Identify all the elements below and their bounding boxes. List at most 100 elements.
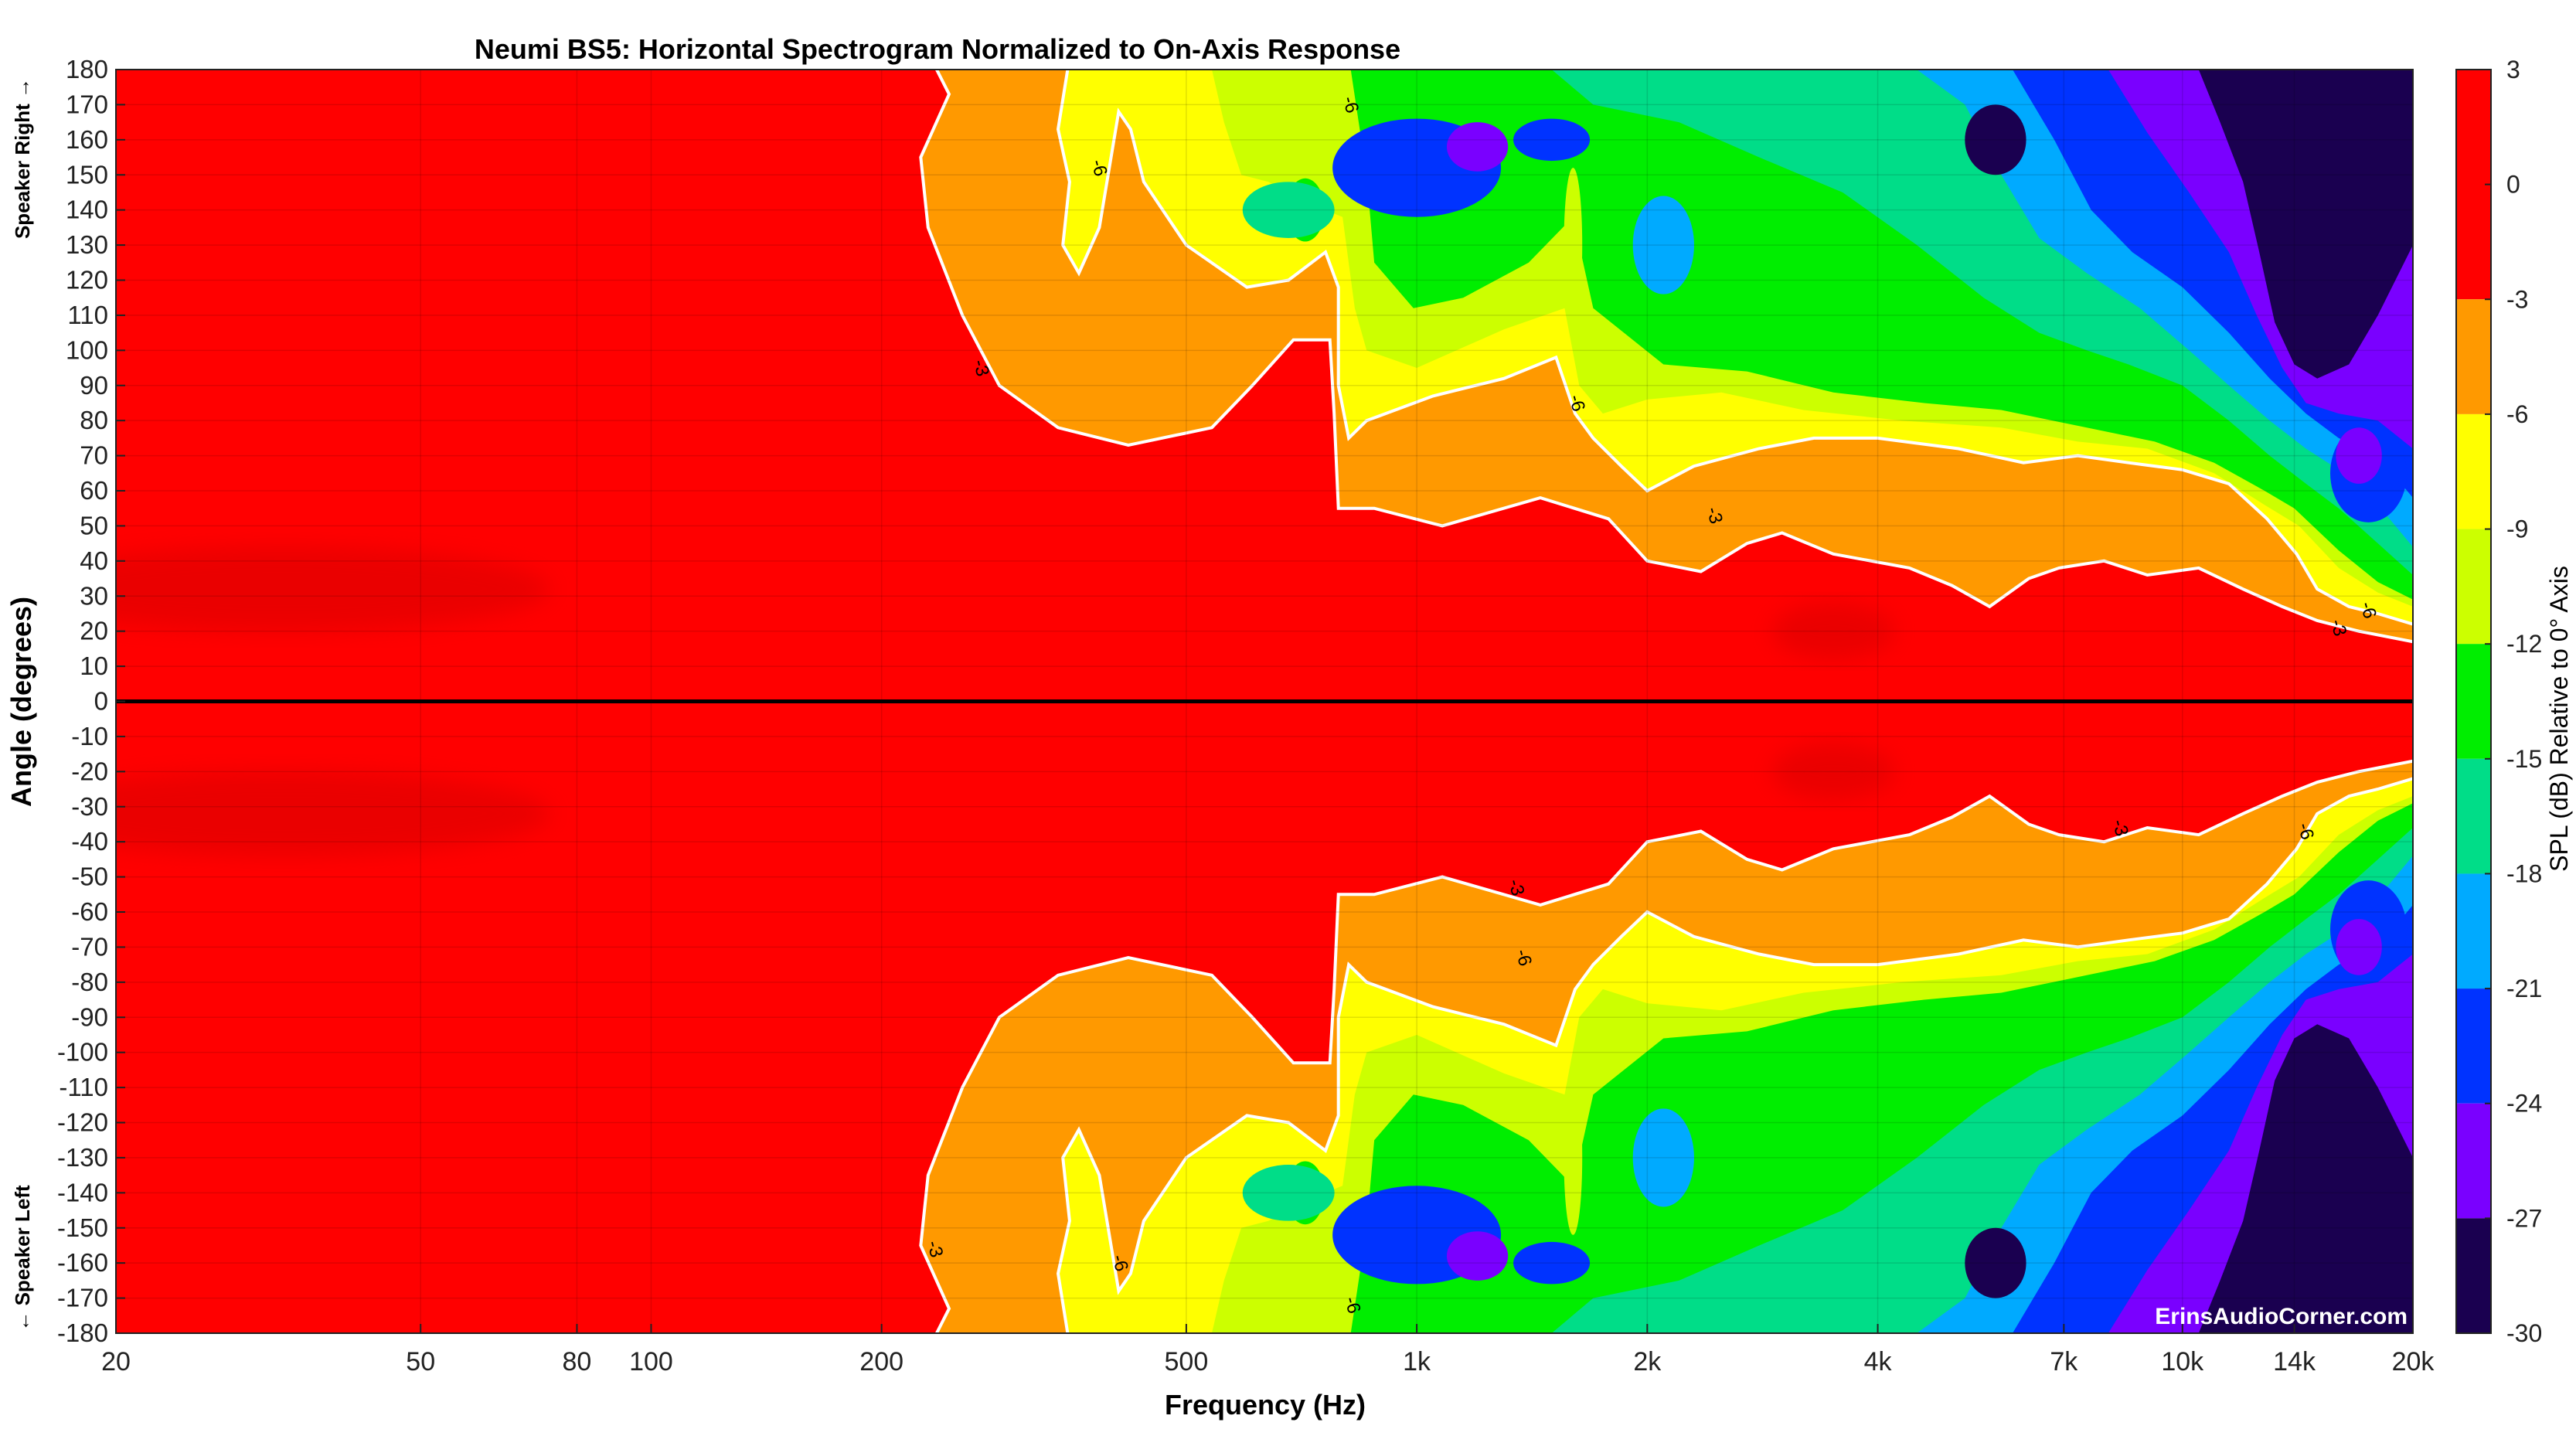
contour-line-3-left bbox=[919, 759, 2413, 1333]
x-tick-label: 10k bbox=[2161, 1347, 2204, 1376]
y-tick-label: -50 bbox=[71, 863, 108, 891]
band-blob-19 bbox=[2336, 919, 2382, 975]
x-tick-label: 500 bbox=[1165, 1347, 1209, 1376]
y-tick-label: 30 bbox=[80, 581, 108, 610]
x-tick-label: 200 bbox=[859, 1347, 903, 1376]
y-tick-label: 20 bbox=[80, 617, 108, 645]
band-blob-6 bbox=[1446, 122, 1509, 172]
band-blob-8 bbox=[1513, 118, 1591, 162]
colorbar-segment-7 bbox=[2456, 989, 2491, 1104]
y-tick-label: -150 bbox=[57, 1213, 108, 1242]
y-tick-label: 100 bbox=[66, 335, 108, 364]
colorbar-segment-4 bbox=[2456, 644, 2491, 759]
y-tick-label: 150 bbox=[66, 160, 108, 189]
y-tick-label: -170 bbox=[57, 1284, 108, 1312]
x-tick-label: 2k bbox=[1633, 1347, 1662, 1376]
y-tick-label: -160 bbox=[57, 1248, 108, 1277]
colorbar-label: SPL (dB) Relative to 0° Axis bbox=[2545, 566, 2573, 872]
contour-line-3-right bbox=[919, 70, 2413, 644]
band-blob-15 bbox=[1965, 1227, 2026, 1298]
band-blob-13 bbox=[1564, 1080, 1583, 1235]
colorbar-frame bbox=[2455, 69, 2492, 1334]
contour-line-6-right bbox=[1056, 70, 2413, 626]
axes: 1801701601501401301201101009080706050403… bbox=[57, 55, 2435, 1376]
y-tick-label: -30 bbox=[71, 792, 108, 821]
x-tick-label: 100 bbox=[629, 1347, 673, 1376]
colorbar-segment-6 bbox=[2456, 873, 2491, 989]
hot-spot-3 bbox=[1771, 744, 1895, 800]
band-blob-11 bbox=[1632, 1108, 1694, 1207]
y-tick-label: -110 bbox=[59, 1073, 108, 1101]
y-tick-label: -60 bbox=[71, 897, 108, 926]
colorbar-tick-label: -3 bbox=[2506, 285, 2528, 313]
y-tick-label: -20 bbox=[71, 757, 108, 785]
band-blob-9 bbox=[1513, 1241, 1591, 1285]
band-blob-12 bbox=[1564, 168, 1583, 322]
y-tick-label: 70 bbox=[80, 441, 108, 470]
colorbar-segment-5 bbox=[2456, 758, 2491, 874]
colorbar-tick-label: -21 bbox=[2506, 975, 2542, 1002]
y-tick-label: -100 bbox=[57, 1038, 108, 1067]
x-tick-label: 20 bbox=[101, 1347, 131, 1376]
x-tick-label: 14k bbox=[2273, 1347, 2316, 1376]
y-tick-label: 180 bbox=[66, 55, 108, 83]
x-tick-label: 20k bbox=[2392, 1347, 2435, 1376]
y-tick-label: -120 bbox=[57, 1108, 108, 1137]
band-region-24-right bbox=[116, 70, 2413, 449]
y-tick-label: 60 bbox=[80, 476, 108, 505]
colorbar-tick-label: -30 bbox=[2506, 1319, 2542, 1347]
band-blob-18 bbox=[2336, 427, 2382, 484]
x-tick-label: 50 bbox=[406, 1347, 435, 1376]
band-region-12-left bbox=[116, 803, 2413, 1333]
y-tick-label: -40 bbox=[71, 827, 108, 856]
band-blob-7 bbox=[1446, 1231, 1509, 1281]
colorbar-tick-label: 3 bbox=[2506, 56, 2520, 83]
y-tick-label: 120 bbox=[66, 266, 108, 294]
y-tick-label: 80 bbox=[80, 406, 108, 434]
colorbar: 3 0 -3 -6 -9 -12 -15 -18 -21 -24 -27 -30 bbox=[2455, 56, 2542, 1347]
colorbar-tick-label: 0 bbox=[2506, 171, 2520, 199]
band-blob-2 bbox=[1242, 182, 1335, 238]
y-tick-label: 0 bbox=[94, 687, 108, 716]
colorbar-tick-label: -6 bbox=[2506, 400, 2528, 428]
colorbar-tick-label: -24 bbox=[2506, 1090, 2542, 1118]
y-tick-label: -80 bbox=[71, 968, 108, 996]
band-blob-10 bbox=[1632, 196, 1694, 294]
colorbar-segment-2 bbox=[2456, 413, 2491, 529]
y-tick-label: 160 bbox=[66, 125, 108, 154]
colorbar-tick-label: -12 bbox=[2506, 630, 2542, 658]
band-region-12-right bbox=[116, 70, 2413, 600]
y-tick-label: -70 bbox=[71, 932, 108, 961]
x-tick-label: 1k bbox=[1403, 1347, 1431, 1376]
y-tick-label: -90 bbox=[71, 1002, 108, 1031]
colorbar-tick-label: -15 bbox=[2506, 745, 2542, 773]
colorbar-segment-8 bbox=[2456, 1103, 2491, 1219]
band-blob-14 bbox=[1965, 104, 2026, 175]
contour-line-6-left bbox=[1056, 777, 2413, 1333]
x-tick-label: 4k bbox=[1864, 1347, 1893, 1376]
hot-spot-1 bbox=[116, 771, 551, 856]
colorbar-tick-label: -27 bbox=[2506, 1204, 2542, 1232]
band-region-24-left bbox=[116, 954, 2413, 1333]
y-tick-label: 10 bbox=[80, 652, 108, 680]
y-tick-label: 90 bbox=[80, 371, 108, 400]
chart-title: Neumi BS5: Horizontal Spectrogram Normal… bbox=[475, 33, 1400, 65]
x-axis-label: Frequency (Hz) bbox=[1165, 1389, 1366, 1421]
y-tick-label: 40 bbox=[80, 546, 108, 575]
speaker-left-label: ← Speaker Left bbox=[11, 1185, 34, 1332]
colorbar-segment-3 bbox=[2456, 529, 2491, 645]
heatmap-area bbox=[116, 70, 2413, 1333]
y-tick-label: 50 bbox=[80, 511, 108, 539]
watermark-text: ErinsAudioCorner.com bbox=[2155, 1304, 2408, 1329]
speaker-right-label: Speaker Right → bbox=[11, 78, 34, 239]
x-tick-label: 7k bbox=[2050, 1347, 2078, 1376]
y-tick-label: -180 bbox=[57, 1319, 108, 1347]
colorbar-tick-label: -18 bbox=[2506, 859, 2542, 887]
y-tick-label: -10 bbox=[71, 722, 108, 750]
y-tick-label: 140 bbox=[66, 196, 108, 224]
colorbar-segment-9 bbox=[2456, 1218, 2491, 1333]
y-tick-label: 170 bbox=[66, 90, 108, 118]
colorbar-tick-label: -9 bbox=[2506, 516, 2528, 543]
